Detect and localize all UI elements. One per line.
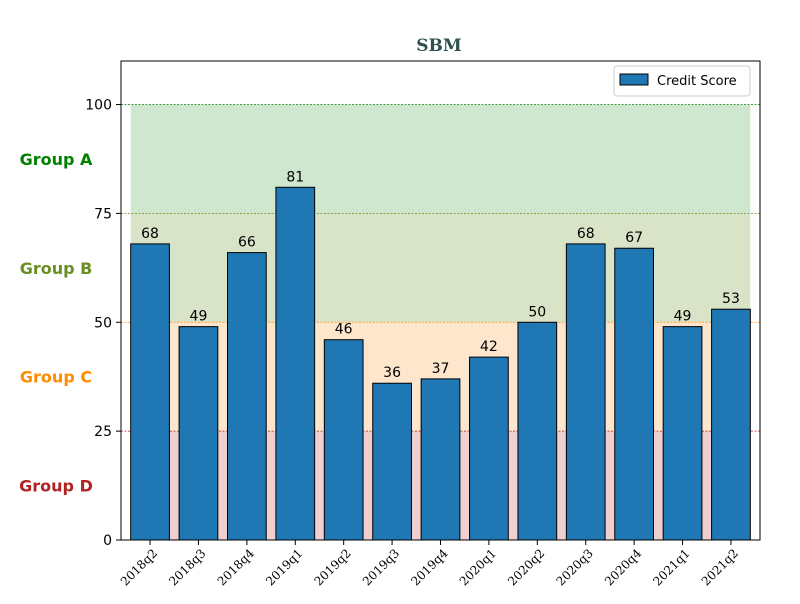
y-tick-label: 100 — [85, 98, 112, 114]
chart-title: SBM — [416, 36, 462, 56]
data-label: 66 — [238, 235, 256, 251]
bar — [275, 186, 316, 541]
bar — [565, 243, 606, 541]
x-tick-label: 2020q1 — [457, 546, 499, 588]
bar — [420, 378, 461, 541]
bar — [227, 252, 267, 541]
data-label: 68 — [141, 226, 159, 242]
x-tick-label: 2021q1 — [650, 546, 692, 588]
band-1 — [130, 213, 751, 323]
data-label: 46 — [335, 322, 353, 338]
x-tick-label: 2018q2 — [118, 546, 160, 588]
data-label: 68 — [577, 226, 595, 242]
y-tick-label: 25 — [94, 424, 112, 440]
legend-label: Credit Score — [657, 74, 737, 89]
data-label: 67 — [625, 230, 643, 246]
data-label: 53 — [722, 291, 740, 307]
bar — [711, 308, 751, 541]
data-labels: 68 49 66 81 46 36 37 42 50 68 67 49 53 — [141, 169, 740, 381]
group-label: Group B — [20, 259, 93, 278]
x-tick-label: 2019q1 — [263, 546, 305, 588]
x-tick-label: 2020q2 — [505, 546, 547, 588]
data-label: 37 — [432, 361, 450, 377]
bar — [323, 339, 364, 541]
x-tick-label: 2019q3 — [360, 546, 402, 588]
group-label: Group D — [19, 477, 93, 496]
bar — [469, 356, 509, 541]
x-tick-label: 2018q3 — [166, 546, 208, 588]
group-label: Group A — [20, 150, 93, 169]
data-label: 49 — [190, 309, 208, 325]
x-tick-label: 2021q2 — [699, 546, 741, 588]
bar — [614, 247, 654, 541]
data-label: 81 — [286, 169, 304, 185]
x-tick-label: 2020q4 — [602, 546, 645, 589]
data-label: 50 — [528, 304, 546, 320]
bar — [372, 382, 412, 541]
bars — [130, 186, 751, 541]
legend: Credit Score — [613, 65, 751, 97]
y-tick-label: 0 — [103, 533, 112, 549]
data-label: 49 — [674, 309, 692, 325]
group-label: Group C — [20, 368, 92, 387]
bar — [662, 326, 703, 541]
y-tick-label: 50 — [94, 315, 112, 331]
band-0 — [130, 104, 751, 214]
y-tick-label: 75 — [94, 206, 112, 222]
bar — [517, 321, 558, 541]
legend-swatch — [619, 73, 649, 86]
bar — [178, 326, 219, 541]
bar — [130, 243, 170, 541]
x-tick-label: 2020q3 — [554, 546, 596, 588]
x-tick-label: 2019q2 — [311, 546, 353, 588]
x-tick-label: 2018q4 — [215, 546, 258, 589]
data-label: 36 — [383, 365, 401, 381]
x-tick-label: 2019q4 — [408, 546, 451, 589]
data-label: 42 — [480, 339, 498, 355]
